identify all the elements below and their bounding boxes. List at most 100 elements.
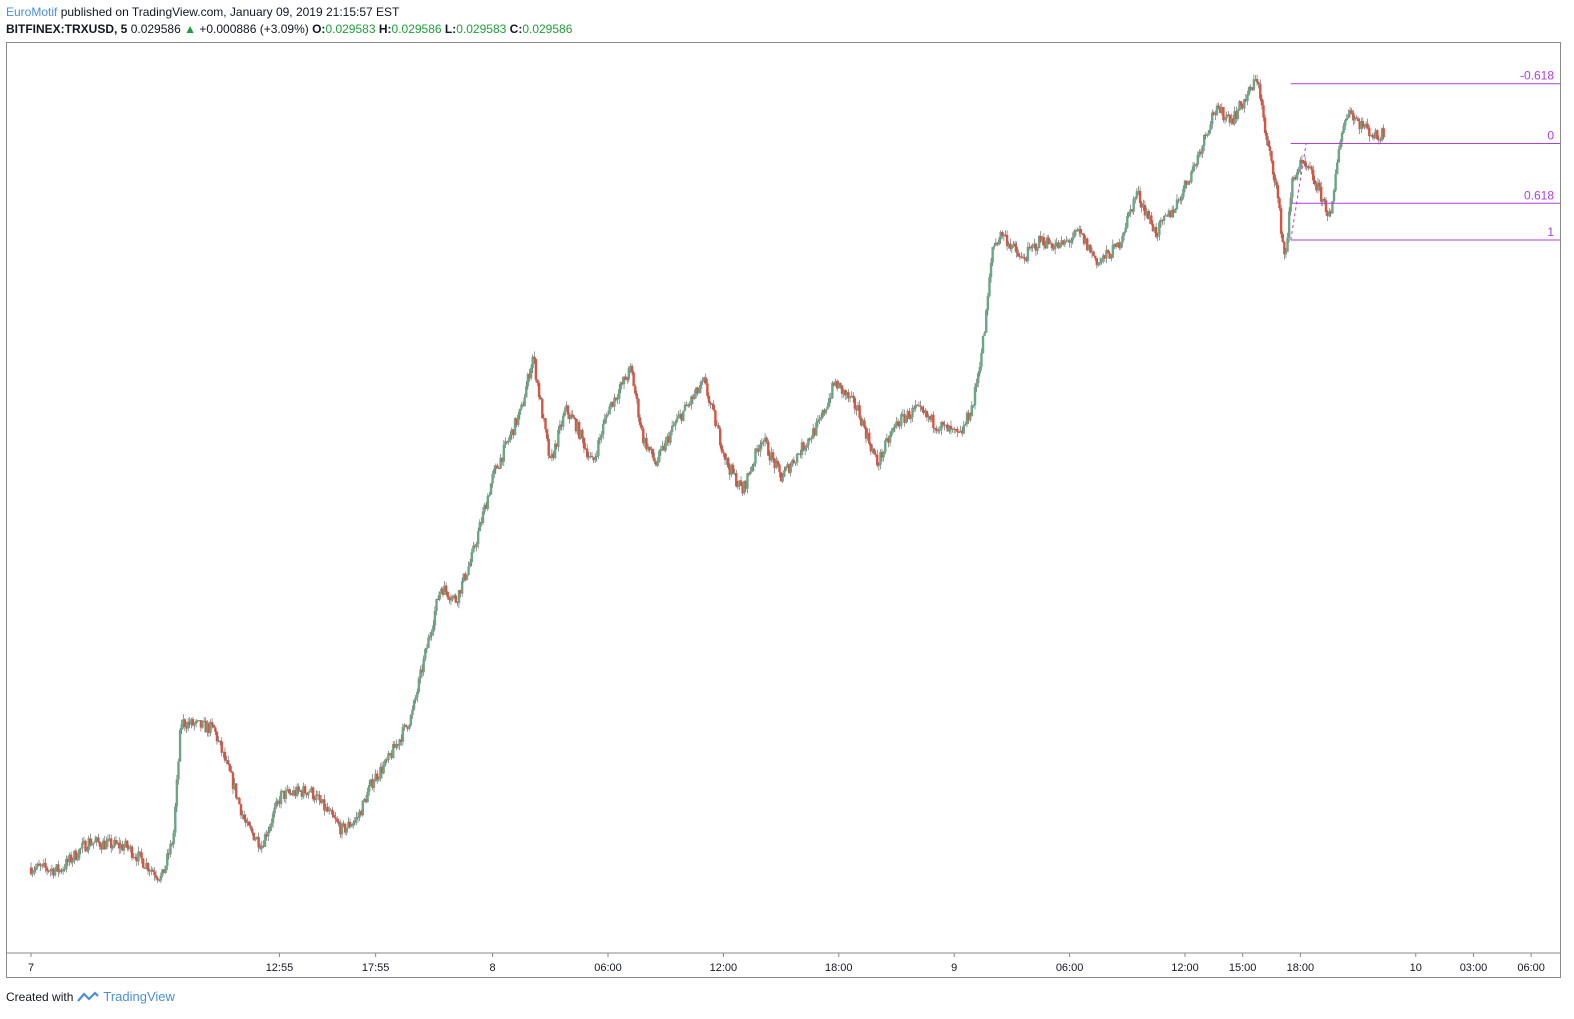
- candle-down: [459, 590, 462, 594]
- candle-up: [749, 471, 752, 474]
- candle-down: [1081, 233, 1084, 235]
- candle-down: [869, 443, 873, 452]
- candle-down: [45, 867, 49, 871]
- candle-down: [114, 839, 118, 844]
- candle-down: [348, 821, 352, 827]
- candle-up: [563, 410, 566, 416]
- candle-up: [55, 864, 58, 870]
- candle-up: [164, 865, 167, 873]
- candle-up: [494, 465, 498, 470]
- candle-down: [97, 837, 100, 843]
- candle-up: [999, 231, 1002, 240]
- candle-up: [58, 869, 62, 873]
- candle-down: [1103, 255, 1107, 259]
- candle-down: [1273, 174, 1276, 183]
- candle-up: [1191, 166, 1195, 172]
- candle-down: [634, 386, 637, 394]
- candle-up: [911, 407, 914, 417]
- candle-up: [784, 466, 788, 471]
- candle-up: [175, 779, 179, 807]
- candle-down: [744, 481, 748, 489]
- candle-down: [289, 793, 292, 795]
- candle-down: [1379, 139, 1382, 141]
- candle-up: [1134, 197, 1137, 199]
- candle-down: [1212, 112, 1216, 114]
- close-label: C:: [509, 22, 523, 36]
- candle-up: [358, 811, 361, 818]
- candle-down: [326, 806, 329, 812]
- candle-up: [698, 388, 701, 394]
- candle-up: [1246, 94, 1249, 102]
- candle-down: [1255, 79, 1259, 83]
- candle-down: [1244, 99, 1248, 102]
- candle-up: [308, 791, 312, 793]
- last-price: 0.029586: [130, 22, 181, 36]
- candle-up: [783, 470, 786, 477]
- candle-down: [454, 595, 457, 603]
- candle-down: [539, 397, 542, 400]
- candle-down: [1270, 151, 1273, 161]
- candle-up: [807, 438, 810, 446]
- candle-up: [1122, 232, 1126, 236]
- candle-down: [364, 799, 368, 803]
- candle-down: [1009, 243, 1012, 249]
- candle-down: [908, 411, 911, 420]
- candle-down: [311, 787, 315, 800]
- candle-down: [621, 382, 624, 385]
- candle-up: [465, 575, 469, 580]
- candle-up: [938, 429, 941, 431]
- candle-up: [77, 849, 81, 859]
- candle-down: [69, 854, 73, 863]
- candle-down: [544, 418, 547, 430]
- candle-up: [781, 476, 784, 482]
- candle-down: [1222, 107, 1225, 121]
- candle-down: [47, 870, 50, 872]
- candle-up: [1084, 238, 1087, 244]
- candle-up: [672, 425, 675, 427]
- candle-down: [932, 414, 935, 428]
- candle-down: [337, 821, 340, 825]
- candle-up: [467, 566, 470, 576]
- candle-down: [109, 838, 113, 849]
- candle-down: [1015, 246, 1018, 253]
- candle-up: [1058, 243, 1062, 249]
- candle-up: [412, 700, 416, 710]
- tradingview-brand[interactable]: TradingView: [103, 989, 175, 1004]
- candle-up: [930, 414, 933, 420]
- candle-up: [416, 691, 419, 698]
- candle-up: [411, 709, 414, 716]
- candle-up: [618, 389, 621, 399]
- candle-up: [87, 838, 90, 850]
- candle-up: [36, 863, 39, 868]
- candle-up: [970, 405, 974, 417]
- candle-down: [1130, 209, 1134, 212]
- candle-down: [335, 819, 339, 822]
- price-chart[interactable]: 7 12:55 17:55 8 06:00 12:00 18:00 9 06:00 12:00 15…: [7, 43, 1560, 977]
- candle-up: [693, 394, 696, 400]
- candle-up: [1337, 149, 1341, 163]
- candle-up: [775, 460, 778, 469]
- time-axis-label: 12:00: [1171, 962, 1199, 974]
- candle-down: [912, 407, 916, 409]
- candle-down: [648, 446, 651, 451]
- candle-down: [480, 522, 483, 524]
- candle-down: [39, 865, 42, 867]
- candle-down: [717, 425, 720, 429]
- candle-down: [731, 464, 735, 474]
- author-link[interactable]: EuroMotif: [6, 5, 58, 19]
- candle-up: [95, 837, 98, 841]
- candle-down: [946, 424, 949, 432]
- candle-down: [954, 428, 957, 430]
- chart-pane[interactable]: 7 12:55 17:55 8 06:00 12:00 18:00 9 06:00 12:00 15…: [6, 42, 1561, 978]
- candle-up: [558, 424, 562, 430]
- candle-down: [135, 857, 139, 862]
- candle-down: [167, 853, 171, 855]
- candle-down: [376, 773, 379, 780]
- candle-up: [398, 739, 401, 746]
- candle-up: [605, 414, 608, 419]
- candle-up: [1129, 209, 1132, 212]
- candle-up: [174, 806, 177, 833]
- candle-up: [468, 562, 472, 567]
- candle-down: [1276, 185, 1280, 199]
- candle-up: [1339, 141, 1342, 150]
